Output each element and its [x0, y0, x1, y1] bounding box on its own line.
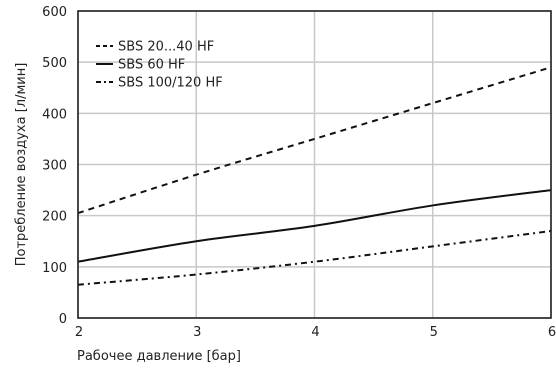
series-line-sbs-20-40-hf: [77, 66, 552, 215]
y-tick-label-500: 500: [42, 56, 67, 71]
series-line-sbs-60-hf: [77, 189, 552, 263]
y-tick-label-300: 300: [42, 159, 67, 174]
y-axis-label: Потребление воздуха [л/мин]: [14, 63, 29, 267]
x-tick-label-2: 2: [75, 325, 83, 340]
x-tick-label-4: 4: [311, 325, 319, 340]
legend: SBS 20...40 HF SBS 60 HF SBS 100/120 HF: [96, 40, 223, 91]
x-axis-label: Рабочее давление [бар]: [77, 349, 241, 364]
series-lines: [77, 66, 552, 286]
legend-entry-sbs-60-hf: SBS 60 HF: [118, 58, 185, 73]
x-tick-label-6: 6: [548, 325, 556, 340]
plot-frame: [77, 10, 552, 319]
x-tick-labels: 2 3 4 5 6: [75, 325, 556, 340]
y-tick-labels: 0 100 200 300 400 500 600: [42, 5, 67, 327]
legend-entry-sbs-100-120-hf: SBS 100/120 HF: [118, 76, 223, 91]
legend-entry-sbs-20-40-hf: SBS 20...40 HF: [118, 40, 214, 55]
y-tick-label-400: 400: [42, 107, 67, 122]
y-tick-label-600: 600: [42, 5, 67, 20]
x-tick-label-5: 5: [430, 325, 438, 340]
y-tick-label-200: 200: [42, 210, 67, 225]
y-tick-label-0: 0: [59, 312, 67, 327]
y-tick-label-100: 100: [42, 261, 67, 276]
x-tick-label-3: 3: [193, 325, 201, 340]
